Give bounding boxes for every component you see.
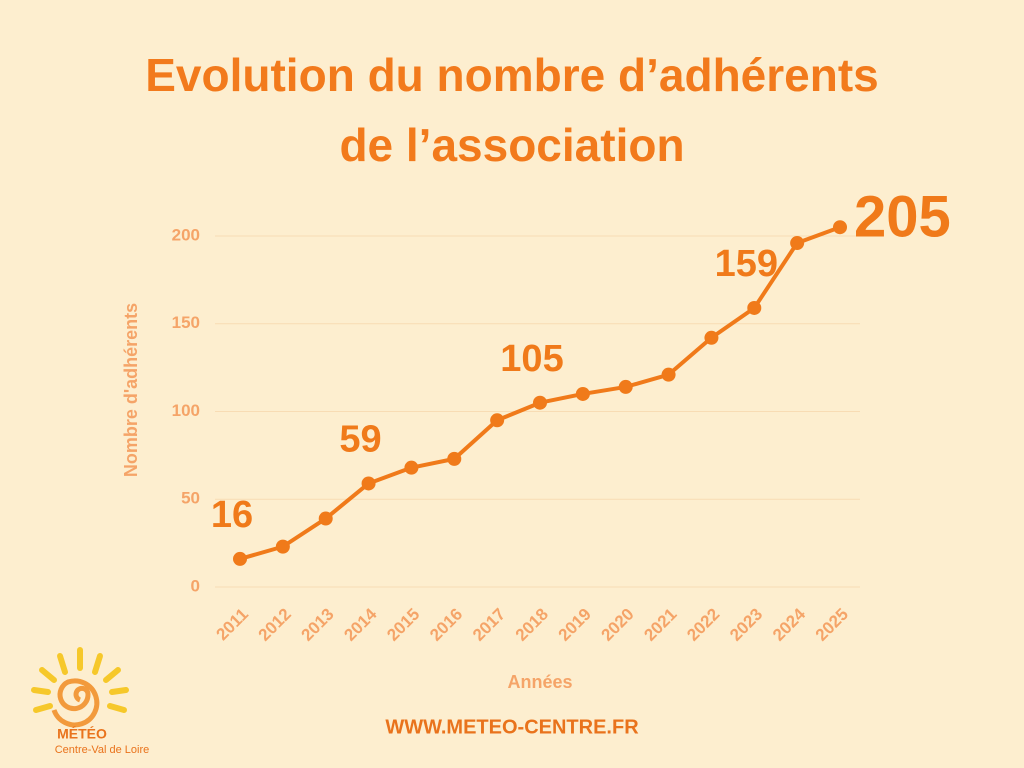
x-tick-label: 2015: [383, 605, 423, 645]
x-tick-label: 2020: [598, 605, 638, 645]
point: [575, 386, 590, 401]
x-tick-label: 2011: [212, 605, 252, 645]
point: [233, 551, 247, 566]
data-label: 159: [715, 243, 778, 285]
point: [490, 413, 505, 428]
y-axis-label: Nombre d'adhérents: [121, 303, 141, 477]
point: [790, 236, 805, 251]
x-tick-label: 2019: [555, 605, 595, 645]
x-tick-label: 2018: [512, 605, 552, 645]
x-tick-label: 2025: [812, 605, 852, 645]
point: [704, 330, 719, 345]
y-tick-label: 150: [172, 313, 200, 332]
x-tick-label: 2014: [340, 604, 381, 645]
point: [533, 395, 547, 410]
logo-title: MÉTÉO: [57, 726, 107, 742]
point: [404, 460, 419, 475]
logo-subtitle: Centre-Val de Loire: [55, 744, 150, 756]
x-tick-label: 2022: [683, 605, 723, 645]
data-label: 59: [339, 418, 381, 460]
point: [318, 511, 333, 526]
y-tick-label: 100: [172, 401, 200, 420]
chart-title: Evolution du nombre d’adhérents de l’ass…: [145, 49, 879, 171]
data-label: 16: [211, 494, 253, 536]
x-tick-label: 2021: [640, 605, 680, 645]
website: WWW.METEO-CENTRE.FR: [385, 716, 639, 738]
logo: MÉTÉO Centre-Val de Loire: [31, 647, 150, 756]
x-tick-label: 2012: [255, 605, 295, 645]
y-tick-label: 50: [181, 489, 200, 508]
x-tick-label: 2023: [726, 605, 766, 645]
y-tick-label: 0: [191, 576, 200, 595]
point: [447, 451, 462, 466]
y-tick-label: 200: [172, 225, 200, 244]
x-tick-label: 2024: [769, 604, 810, 645]
point: [361, 476, 376, 491]
point: [661, 367, 676, 382]
x-tick-label: 2016: [426, 605, 466, 645]
data-label: 205: [854, 185, 951, 250]
point: [833, 220, 847, 235]
x-tick-label: 2013: [298, 605, 338, 645]
point: [275, 539, 290, 554]
data-label: 105: [500, 338, 563, 380]
x-axis-label: Années: [507, 672, 572, 692]
x-tick-label: 2017: [469, 605, 509, 645]
point: [747, 300, 762, 315]
point: [618, 379, 633, 394]
